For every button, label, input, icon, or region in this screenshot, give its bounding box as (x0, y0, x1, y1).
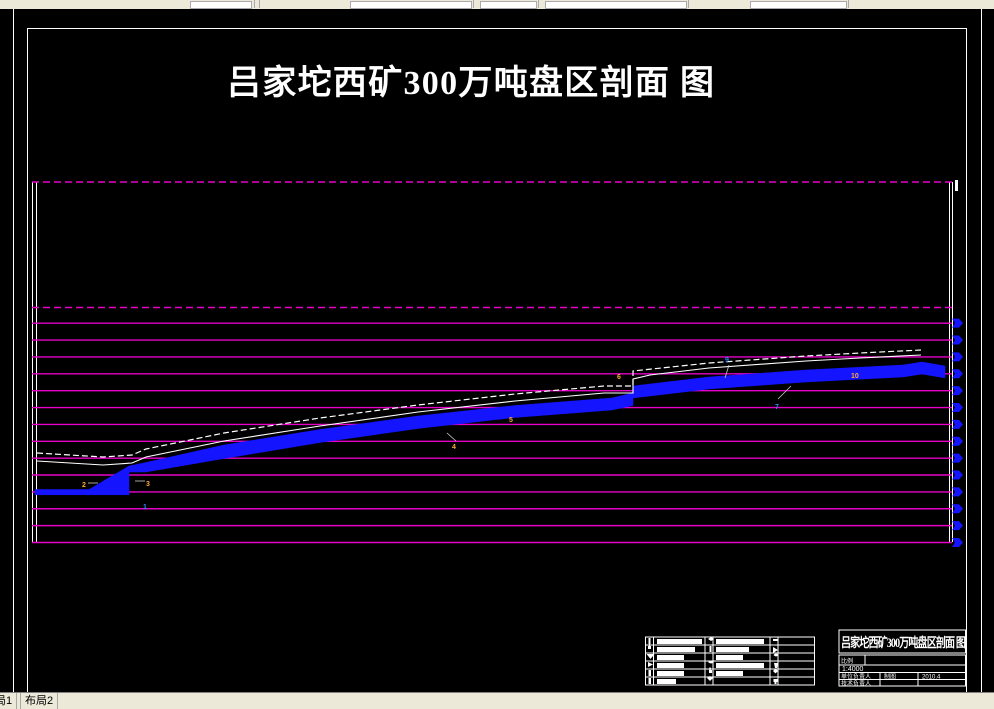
svg-text:1: 1 (143, 504, 147, 511)
svg-text:3: 3 (146, 481, 150, 488)
svg-text:制图: 制图 (884, 673, 896, 681)
svg-text:2010.4: 2010.4 (922, 675, 941, 681)
svg-text:9: 9 (725, 357, 729, 364)
svg-text:10: 10 (851, 373, 859, 380)
svg-text:5: 5 (509, 417, 513, 424)
svg-text:7: 7 (775, 404, 779, 411)
svg-text:4: 4 (452, 444, 456, 451)
svg-text:比例: 比例 (841, 657, 853, 665)
svg-text:吕家坨西矿300万吨盘区剖面 图: 吕家坨西矿300万吨盘区剖面 图 (841, 635, 966, 650)
svg-text:单位负责人: 单位负责人 (841, 673, 871, 681)
svg-text:6: 6 (617, 374, 621, 381)
svg-text:技术负责人: 技术负责人 (841, 680, 871, 688)
svg-text:2: 2 (82, 482, 86, 489)
svg-text:1:4000: 1:4000 (842, 666, 864, 673)
